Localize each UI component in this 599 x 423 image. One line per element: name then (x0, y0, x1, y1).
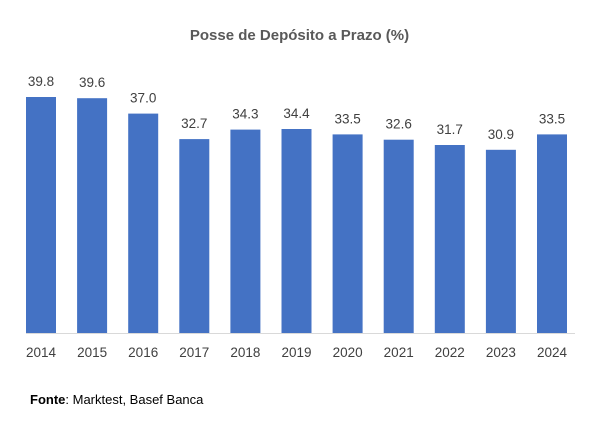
value-label-2015: 39.6 (79, 75, 105, 90)
bar-2022 (434, 145, 465, 333)
bar-2014 (26, 97, 56, 333)
x-tick-2021: 2021 (384, 345, 414, 360)
value-label-2024: 33.5 (539, 111, 565, 126)
value-label-2014: 39.8 (28, 74, 54, 89)
value-label-2022: 31.7 (437, 122, 463, 137)
bar-2023 (485, 149, 516, 333)
value-label-2023: 30.9 (488, 127, 514, 142)
bar-2024 (537, 134, 567, 333)
x-tick-2017: 2017 (179, 345, 209, 360)
value-label-2018: 34.3 (232, 107, 258, 122)
bars-group: 39.8 2014 39.6 2015 37.0 2016 32.7 2017 34.3 2018… (26, 74, 568, 360)
x-tick-2014: 2014 (26, 345, 57, 360)
value-label-2021: 32.6 (386, 117, 412, 132)
x-tick-2022: 2022 (435, 345, 465, 360)
bar-2020 (332, 134, 363, 333)
value-label-2016: 37.0 (130, 91, 156, 106)
x-tick-2019: 2019 (281, 345, 311, 360)
source-note: Fonte: Marktest, Basef Banca (30, 392, 203, 407)
bar-2015 (77, 98, 108, 333)
x-tick-2018: 2018 (230, 345, 260, 360)
bar-2021 (383, 139, 414, 333)
source-label: Fonte (30, 392, 66, 407)
source-text: : Marktest, Basef Banca (65, 392, 204, 407)
value-label-2020: 33.5 (334, 111, 360, 126)
bar-2017 (179, 139, 210, 333)
x-tick-2023: 2023 (486, 345, 516, 360)
bar-2016 (128, 113, 159, 333)
chart-title: Posse de Depósito a Prazo (%) (190, 27, 409, 44)
value-label-2019: 34.4 (283, 106, 310, 121)
x-tick-2015: 2015 (77, 345, 107, 360)
x-tick-2024: 2024 (537, 345, 568, 360)
x-tick-2020: 2020 (333, 345, 363, 360)
bar-2018 (230, 129, 261, 333)
bar-2019 (281, 129, 312, 333)
x-tick-2016: 2016 (128, 345, 158, 360)
value-label-2017: 32.7 (181, 116, 207, 131)
